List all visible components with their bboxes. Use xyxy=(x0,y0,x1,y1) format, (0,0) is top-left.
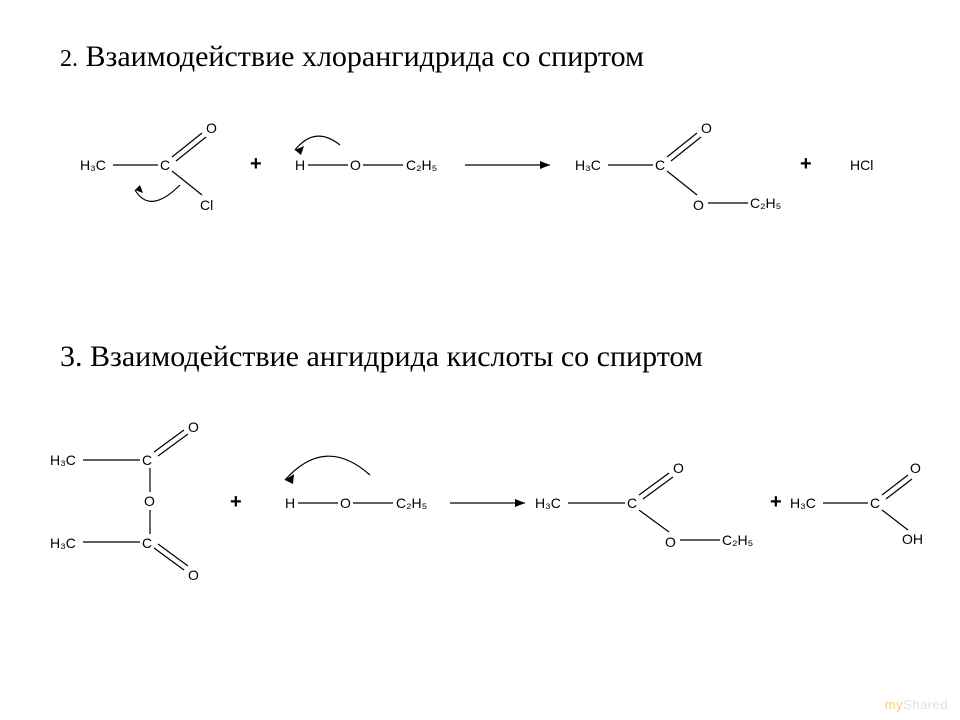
section-2-text: Взаимодействие хлорангидрида со спиртом xyxy=(86,40,645,73)
r3-a-c-top: C xyxy=(142,452,152,468)
r3-a-c-bot: C xyxy=(142,535,152,551)
r3-p1-h3c: H₃C xyxy=(535,495,561,511)
r3-h: H xyxy=(285,495,295,511)
r2-c: C xyxy=(160,157,170,173)
r2-p-h3c: H₃C xyxy=(575,157,601,173)
section-2-title: 2. Взаимодействие хлорангидрида со спирт… xyxy=(60,40,644,74)
watermark-my: my xyxy=(885,697,903,712)
section-3-text: Взаимодействие ангидрида кислоты со спир… xyxy=(90,340,703,373)
r3-p1-o-top: O xyxy=(673,460,684,476)
r3-p1-c2h5: C₂H₅ xyxy=(722,532,753,548)
r2-p-c2h5: C₂H₅ xyxy=(750,195,781,211)
section-3-number: 3. xyxy=(60,340,83,373)
r3-p2-c: C xyxy=(870,495,880,511)
r2-o-mid: O xyxy=(350,157,361,173)
r2-plus-2: + xyxy=(800,153,812,175)
r2-cl: Cl xyxy=(200,197,213,213)
watermark-shared: Shared xyxy=(903,697,948,712)
r3-a-h3c-top: H₃C xyxy=(50,452,76,468)
r3-plus-2: + xyxy=(770,491,782,513)
r2-h: H xyxy=(295,157,305,173)
r2-o-top: O xyxy=(206,120,217,136)
r2-p-o-top: O xyxy=(701,120,712,136)
r2-c2h5: C₂H₅ xyxy=(406,157,437,173)
section-3-title: 3. Взаимодействие ангидрида кислоты со с… xyxy=(60,340,703,374)
r3-eth-o: O xyxy=(340,495,351,511)
r3-a-o-mid: O xyxy=(144,493,155,509)
reaction-2-diagram: H₃C C O Cl + H O C₂H₅ H₃C C O O C₂H₅ + H… xyxy=(80,115,900,245)
r3-p1-c: C xyxy=(627,495,637,511)
r3-p2-o-top: O xyxy=(910,460,921,476)
r2-p-c: C xyxy=(655,157,665,173)
r3-a-o-top: O xyxy=(188,419,199,435)
r3-a-h3c-bot: H₃C xyxy=(50,535,76,551)
r3-p1-o-bot: O xyxy=(665,534,676,550)
r2-p-o-bot: O xyxy=(693,197,704,213)
r2-h3c: H₃C xyxy=(80,157,106,173)
watermark: myShared xyxy=(885,697,948,712)
r2-plus-1: + xyxy=(250,153,262,175)
r3-p2-oh: OH xyxy=(902,531,923,547)
r2-hcl: HCl xyxy=(850,157,873,173)
r3-eth-c2h5: C₂H₅ xyxy=(396,495,427,511)
reaction-3-diagram: H₃C C O O C H₃C O + H O C₂H₅ H₃C C O O C… xyxy=(50,420,930,600)
r3-plus-1: + xyxy=(230,491,242,513)
section-2-number: 2. xyxy=(60,46,78,72)
r3-p2-h3c: H₃C xyxy=(790,495,816,511)
r3-a-o-bot: O xyxy=(188,567,199,583)
